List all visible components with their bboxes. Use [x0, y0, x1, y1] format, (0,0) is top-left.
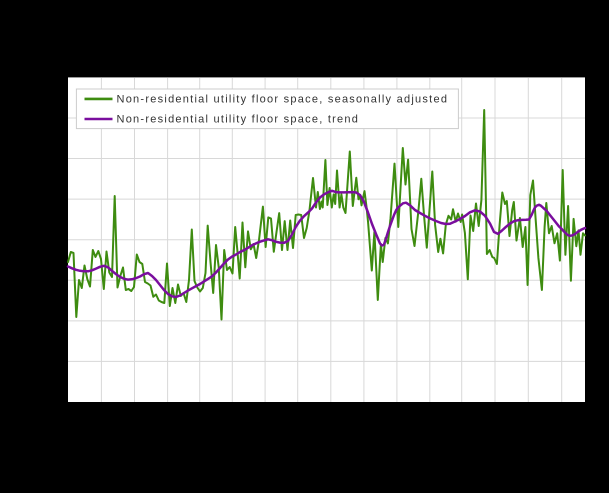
svg-text:Non-residential utility floor: Non-residential utility floor space, tre…: [117, 113, 360, 125]
svg-text:Non-residential utility floor: Non-residential utility floor space, sea…: [117, 93, 449, 105]
